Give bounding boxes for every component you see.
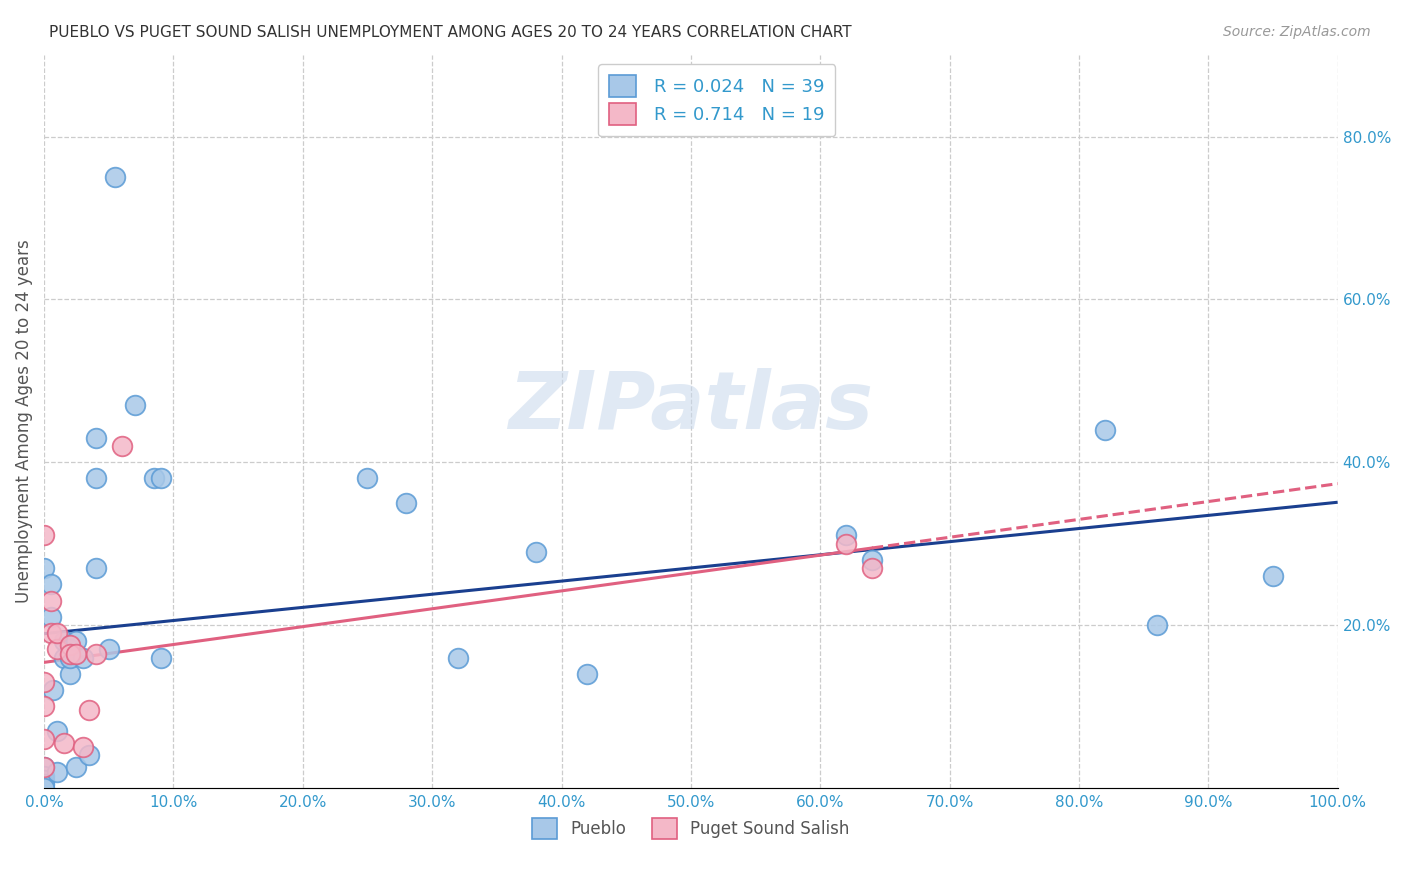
Point [576,666,599,681]
Point [32,699,55,714]
Point [59,666,82,681]
Point [46,764,69,779]
Point [149,650,172,665]
Point [32,772,55,787]
Point [860,561,883,575]
Point [32,675,55,690]
Point [59,639,82,653]
Point [84,471,107,485]
Point [84,431,107,445]
Point [1146,618,1168,632]
Point [97,642,120,657]
Point [39,577,62,591]
Point [1094,423,1116,437]
Point [46,626,69,640]
Point [52,650,75,665]
Point [72,740,94,755]
Text: Source: ZipAtlas.com: Source: ZipAtlas.com [1223,25,1371,39]
Point [79,748,101,763]
Point [46,723,69,738]
Point [524,545,547,559]
Point [72,650,94,665]
Point [42,683,65,698]
Point [32,561,55,575]
Point [52,736,75,750]
Point [104,170,127,185]
Point [149,471,172,485]
Point [111,439,134,453]
Point [356,471,378,485]
Point [84,647,107,661]
Point [65,634,87,648]
Point [59,650,82,665]
Point [65,760,87,774]
Legend: Pueblo, Puget Sound Salish: Pueblo, Puget Sound Salish [526,812,856,846]
Point [79,704,101,718]
Point [32,760,55,774]
Point [59,647,82,661]
Point [32,731,55,746]
Point [447,650,470,665]
Point [143,471,166,485]
Point [59,642,82,657]
Point [32,769,55,783]
Point [32,780,55,795]
Point [39,610,62,624]
Point [395,496,418,510]
Point [860,553,883,567]
Point [32,760,55,774]
Point [46,642,69,657]
Point [835,536,858,550]
Y-axis label: Unemployment Among Ages 20 to 24 years: Unemployment Among Ages 20 to 24 years [15,240,32,603]
Point [124,398,146,412]
Point [84,561,107,575]
Point [1261,569,1284,583]
Point [39,593,62,607]
Point [835,528,858,542]
Text: PUEBLO VS PUGET SOUND SALISH UNEMPLOYMENT AMONG AGES 20 TO 24 YEARS CORRELATION : PUEBLO VS PUGET SOUND SALISH UNEMPLOYMEN… [49,25,852,40]
Point [65,647,87,661]
Point [32,777,55,791]
Point [32,528,55,542]
Text: ZIPatlas: ZIPatlas [509,368,873,446]
Point [39,626,62,640]
Point [52,634,75,648]
